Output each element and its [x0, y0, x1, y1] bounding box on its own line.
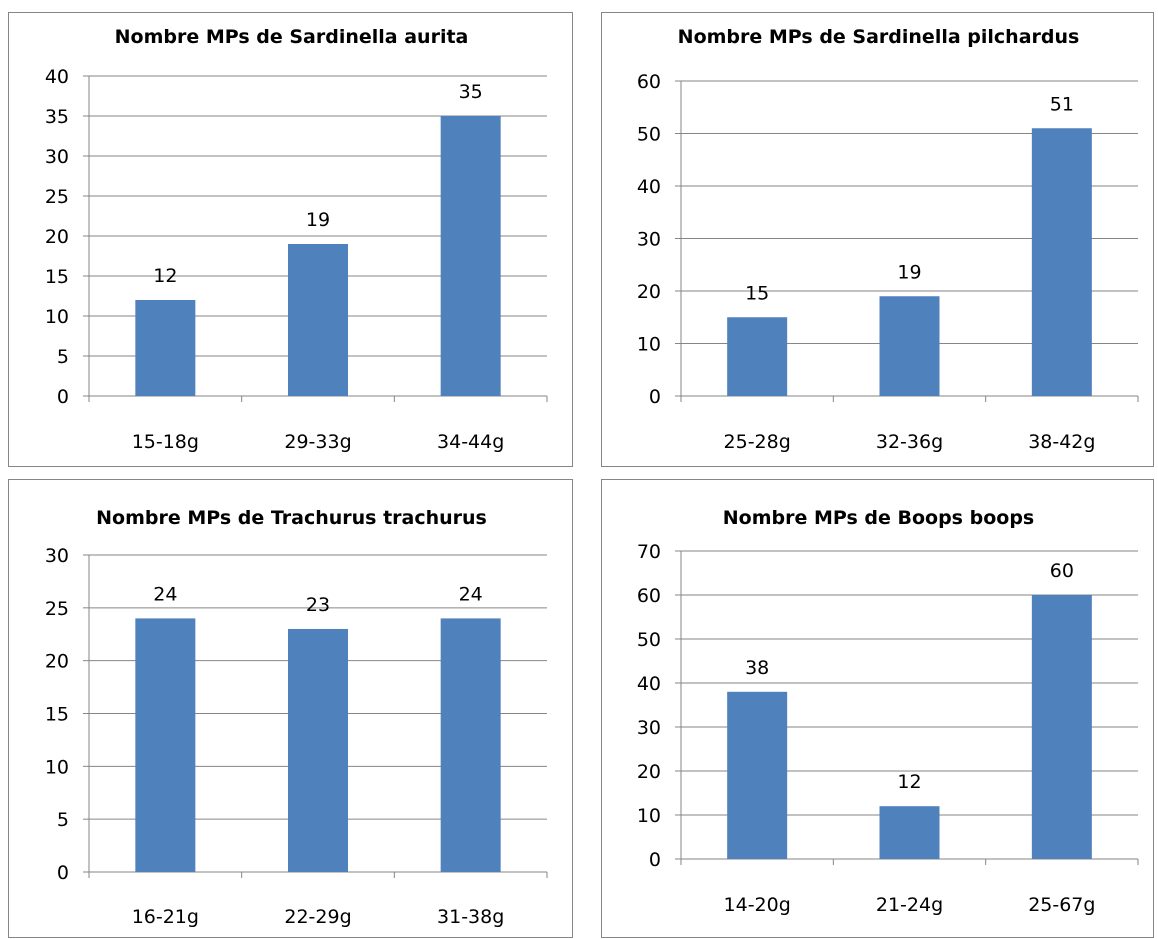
- bar-32-36g: [879, 296, 940, 396]
- y-tick-label: 25: [45, 186, 69, 208]
- y-tick-label: 20: [637, 761, 661, 783]
- x-tick-label: 16-21g: [132, 906, 199, 928]
- chart-svg: Nombre MPs de Trachurus trachurus 0 5 10 15 2…: [45, 507, 548, 928]
- y-tick-label: 5: [57, 809, 69, 831]
- y-tick-label: 25: [45, 598, 69, 620]
- chart-panel-trachurus-trachurus: Nombre MPs de Trachurus trachurus 0 5 10 15 2…: [8, 479, 573, 938]
- y-tick-label: 0: [649, 849, 661, 871]
- y-tick-label: 40: [637, 673, 661, 695]
- chart-panel-sardinella-aurita: Nombre MPs de Sardinella aurita 0 5 10 15 20 2…: [8, 12, 573, 467]
- y-tick-label: 10: [637, 805, 661, 827]
- y-tick-label: 10: [45, 306, 69, 328]
- bar-38-42g: [1031, 128, 1092, 396]
- chart-svg: Nombre MPs de Sardinella aurita 0 5 10 15 20 2…: [45, 26, 548, 453]
- y-tick-label: 10: [637, 334, 661, 356]
- y-tick-label: 50: [637, 629, 661, 651]
- y-tick-label: 30: [637, 717, 661, 739]
- y-tick-label: 0: [649, 386, 661, 408]
- y-tick-label: 10: [45, 756, 69, 778]
- chart-title: Nombre MPs de Sardinella pilchardus: [678, 26, 1080, 48]
- data-label: 19: [306, 209, 330, 231]
- data-label: 19: [897, 261, 921, 283]
- x-tick-label: 38-42g: [1028, 431, 1095, 453]
- y-tick-label: 30: [637, 229, 661, 251]
- y-tick-label: 35: [45, 106, 69, 128]
- x-tick-label: 31-38g: [437, 906, 504, 928]
- bar-34-44g: [440, 116, 501, 396]
- data-label: 60: [1050, 560, 1074, 582]
- y-tick-label: 40: [637, 176, 661, 198]
- bar-21-24g: [879, 806, 940, 859]
- y-tick-label: 20: [637, 281, 661, 303]
- data-label: 12: [153, 265, 177, 287]
- data-label: 38: [745, 657, 769, 679]
- x-tick-label: 14-20g: [724, 894, 791, 916]
- y-tick-label: 30: [45, 545, 69, 567]
- data-label: 15: [745, 282, 769, 304]
- x-tick-label: 25-67g: [1028, 894, 1095, 916]
- y-tick-label: 0: [57, 386, 69, 408]
- data-label: 35: [459, 81, 483, 103]
- chart-title: Nombre MPs de Boops boops: [723, 507, 1034, 529]
- y-tick-label: 70: [637, 541, 661, 563]
- bar-25-28g: [727, 317, 788, 396]
- data-label: 51: [1050, 93, 1074, 115]
- y-tick-label: 40: [45, 66, 69, 88]
- data-label: 12: [897, 771, 921, 793]
- y-tick-label: 50: [637, 124, 661, 146]
- chart-title: Nombre MPs de Trachurus trachurus: [96, 507, 487, 529]
- data-label: 23: [306, 594, 330, 616]
- bar-31-38g: [440, 618, 501, 872]
- bar-22-29g: [288, 628, 348, 872]
- x-tick-label: 25-28g: [724, 431, 791, 453]
- chart-title: Nombre MPs de Sardinella aurita: [115, 26, 469, 48]
- chart-panel-boops-boops: Nombre MPs de Boops boops 0 10 20 30 40 50 60 70…: [601, 479, 1154, 938]
- chart-svg: Nombre MPs de Boops boops 0 10 20 30 40 50 60 70…: [637, 507, 1139, 916]
- chart-panel-sardinella-pilchardus: Nombre MPs de Sardinella pilchardus 0 10 20…: [601, 12, 1154, 467]
- x-tick-label: 34-44g: [437, 431, 504, 453]
- x-tick-label: 22-29g: [284, 906, 351, 928]
- bar-25-67g: [1031, 595, 1092, 859]
- y-tick-label: 60: [637, 71, 661, 93]
- bar-29-33g: [288, 244, 348, 396]
- y-tick-label: 0: [57, 862, 69, 884]
- data-label: 24: [459, 583, 483, 605]
- y-tick-label: 15: [45, 266, 69, 288]
- y-tick-label: 20: [45, 651, 69, 673]
- x-tick-label: 29-33g: [284, 431, 351, 453]
- y-tick-label: 60: [637, 585, 661, 607]
- y-tick-label: 5: [57, 346, 69, 368]
- y-tick-label: 15: [45, 704, 69, 726]
- x-tick-label: 32-36g: [876, 431, 943, 453]
- bar-15-18g: [135, 300, 196, 396]
- y-tick-label: 30: [45, 146, 69, 168]
- bar-14-20g: [727, 691, 788, 859]
- y-tick-label: 20: [45, 226, 69, 248]
- bar-16-21g: [135, 618, 196, 872]
- x-tick-label: 21-24g: [876, 894, 943, 916]
- chart-svg: Nombre MPs de Sardinella pilchardus 0 10 20…: [637, 26, 1139, 453]
- data-label: 24: [153, 583, 177, 605]
- x-tick-label: 15-18g: [132, 431, 199, 453]
